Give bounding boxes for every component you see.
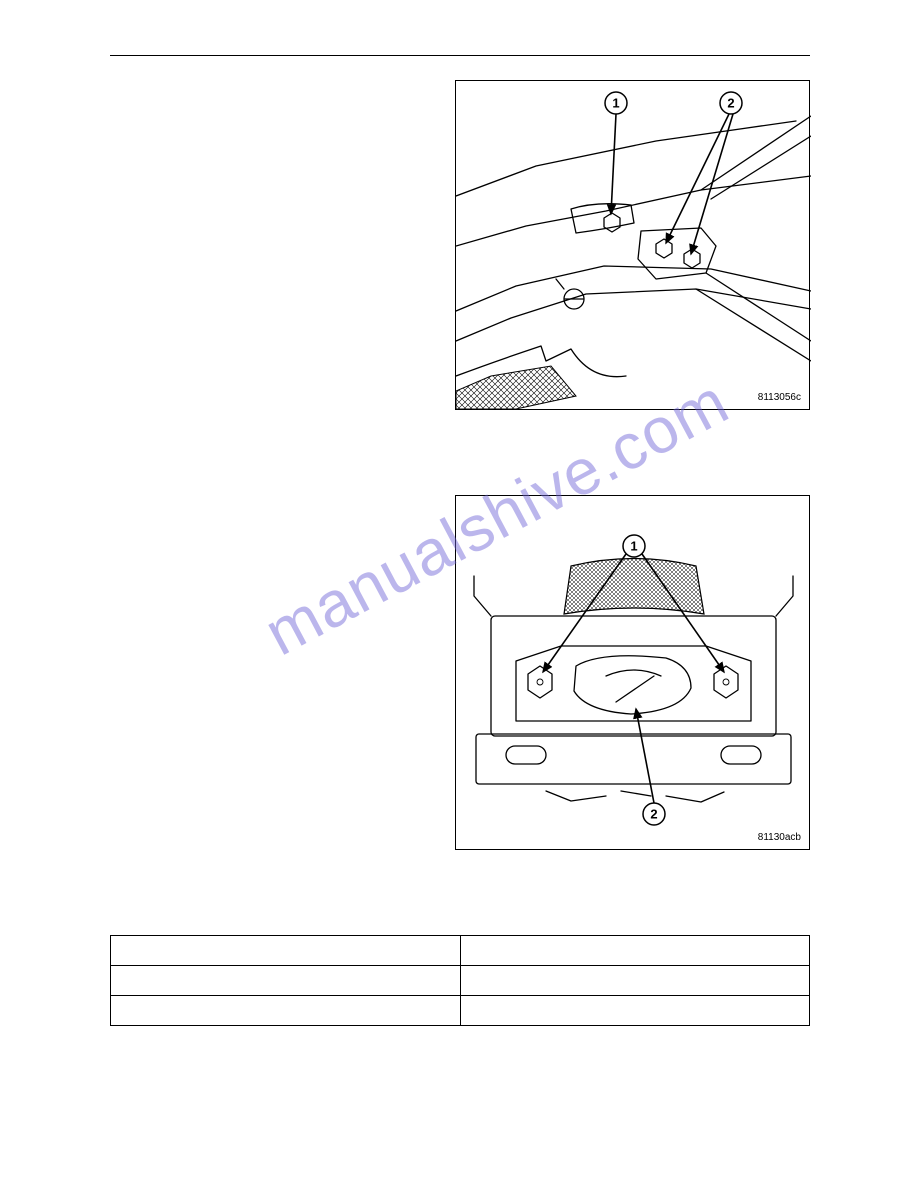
figure-1-callout-2: 2 bbox=[727, 96, 734, 111]
page-container: 1 2 8113056c bbox=[0, 0, 918, 1188]
top-rule bbox=[110, 55, 810, 56]
figure-2-id: 81130acb bbox=[758, 832, 801, 843]
table-row bbox=[111, 936, 810, 966]
table-row bbox=[111, 996, 810, 1026]
figure-2-callout-2: 2 bbox=[650, 807, 657, 822]
table-cell bbox=[460, 936, 810, 966]
figure-2-callout-1: 1 bbox=[630, 539, 637, 554]
table-row bbox=[111, 966, 810, 996]
table-cell bbox=[460, 966, 810, 996]
table-cell bbox=[111, 966, 461, 996]
table-cell bbox=[111, 936, 461, 966]
figure-2: 1 2 81130acb bbox=[455, 495, 810, 850]
table-cell bbox=[460, 996, 810, 1026]
figure-2-svg: 1 2 bbox=[456, 496, 811, 851]
spec-table bbox=[110, 935, 810, 1026]
figure-1-svg: 1 2 bbox=[456, 81, 811, 411]
figure-1-id: 8113056c bbox=[758, 392, 801, 403]
figure-1: 1 2 8113056c bbox=[455, 80, 810, 410]
table-cell bbox=[111, 996, 461, 1026]
figure-1-callout-1: 1 bbox=[612, 96, 619, 111]
